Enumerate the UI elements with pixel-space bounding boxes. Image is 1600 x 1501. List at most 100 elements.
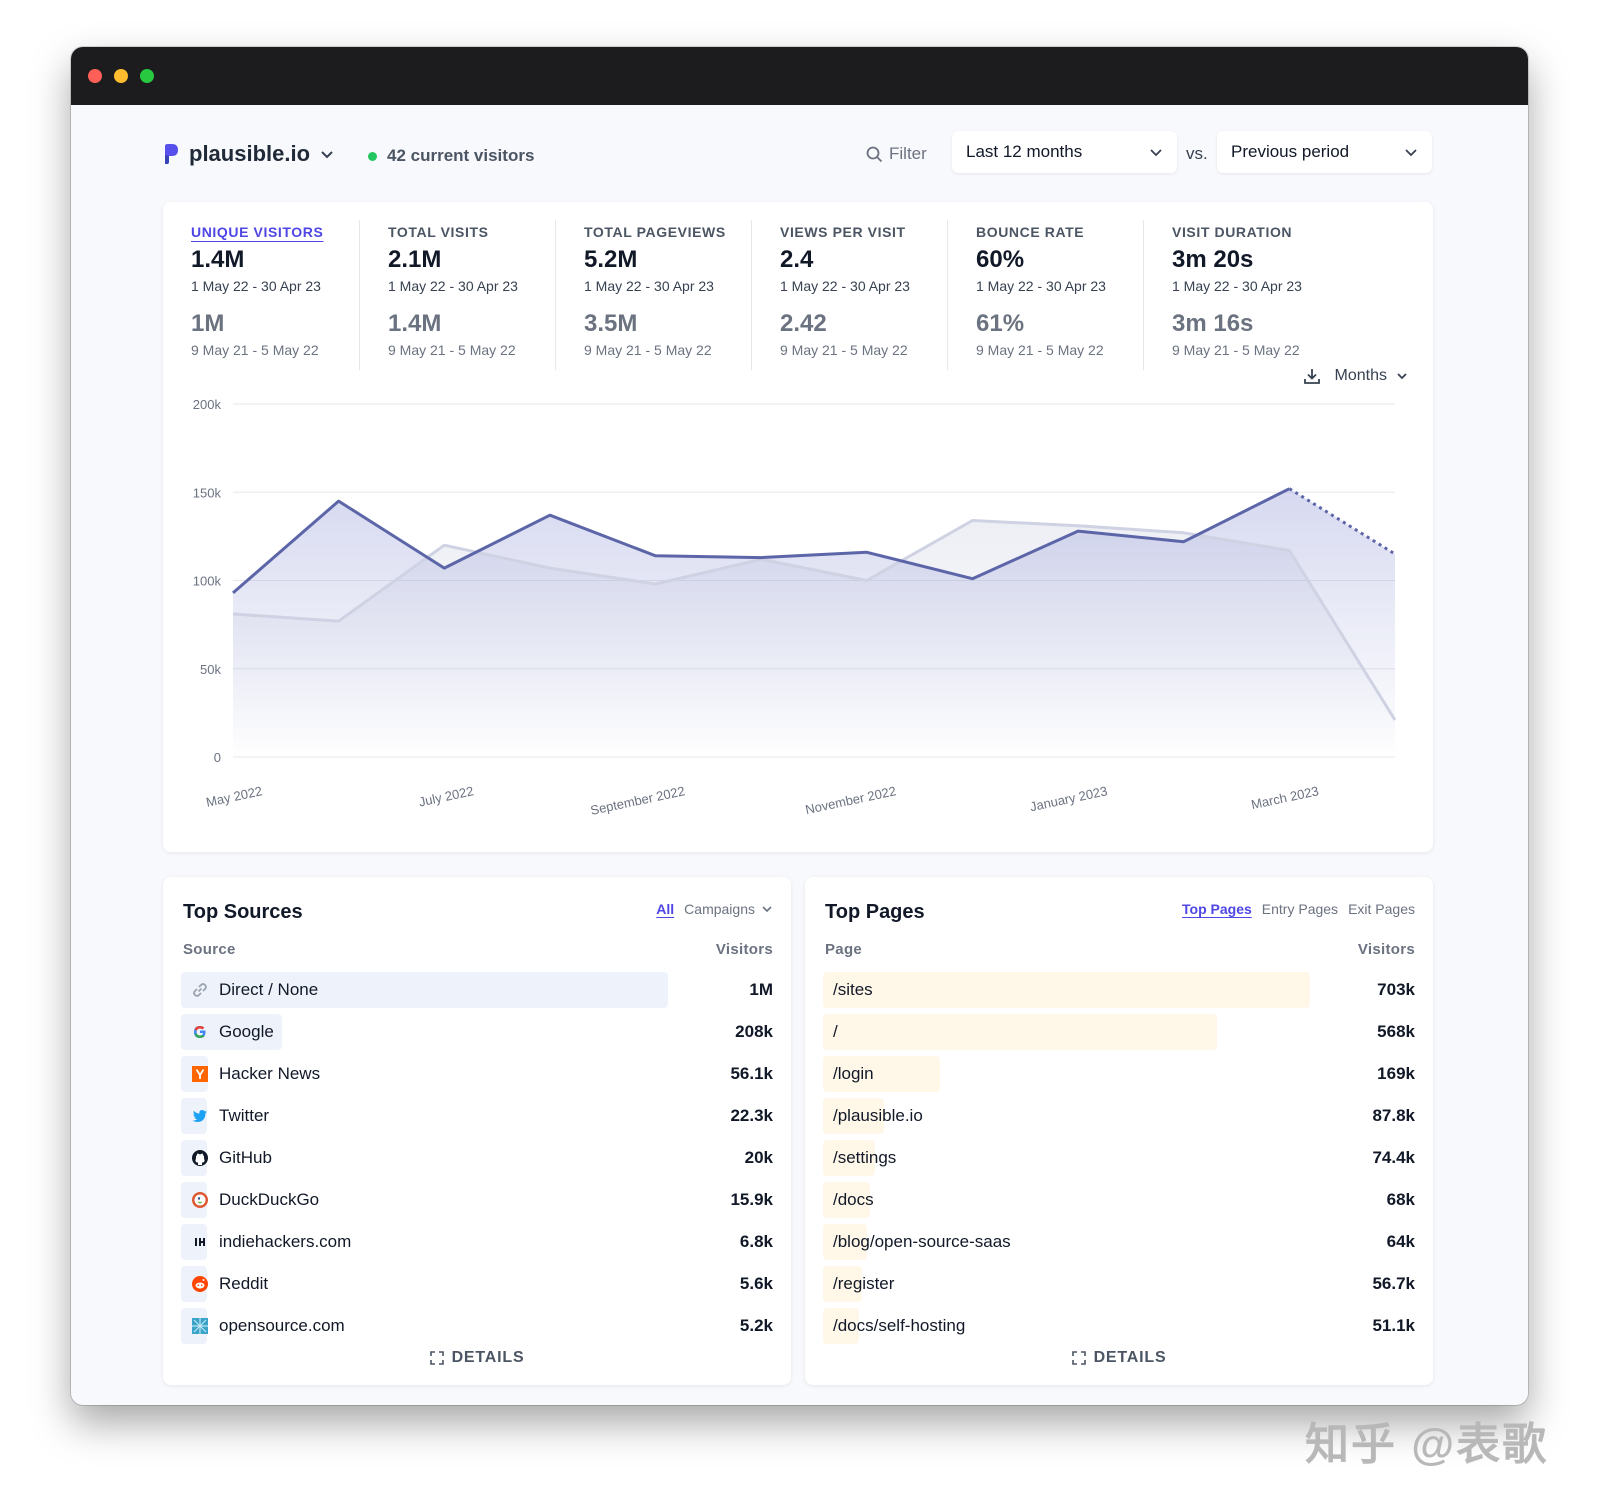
expand-icon: [429, 1351, 444, 1365]
filter-label: Filter: [889, 144, 927, 163]
compare-value: Previous period: [1231, 142, 1350, 161]
y-tick-label: 100k: [193, 574, 222, 589]
details-label: DETAILS: [451, 1349, 525, 1366]
tab-exit-pages[interactable]: Exit Pages: [1348, 901, 1415, 917]
github-icon: [191, 1149, 209, 1167]
visitors-chart[interactable]: 0 50k 100k 150k 200k May 2022 July 2022 Septem…: [163, 392, 1433, 842]
source-label-group: opensource.com: [191, 1305, 345, 1347]
list-item[interactable]: opensource.com 5.2k: [181, 1305, 773, 1347]
page-bar: [823, 1182, 870, 1218]
source-label-group: Direct / None: [191, 969, 318, 1011]
interval-controls: Months: [1303, 367, 1409, 385]
list-item[interactable]: Direct / None 1M: [181, 969, 773, 1011]
list-item[interactable]: Reddit 5.6k: [181, 1263, 773, 1305]
stat-total-pageviews[interactable]: TOTAL PAGEVIEWS 5.2M 1 May 22 - 30 Apr 2…: [555, 220, 751, 370]
list-item[interactable]: /register 56.7k: [823, 1263, 1415, 1305]
list-item[interactable]: /plausible.io 87.8k: [823, 1095, 1415, 1137]
page-path: /login: [833, 1064, 874, 1083]
source-visitors: 15.9k: [730, 1190, 773, 1209]
interval-select[interactable]: Months: [1335, 367, 1409, 385]
stat-range: 1 May 22 - 30 Apr 23: [780, 278, 910, 294]
page-visitors: 703k: [1377, 980, 1415, 999]
current-visitors[interactable]: 42 current visitors: [368, 146, 534, 166]
tab-all-sources[interactable]: All: [656, 901, 675, 917]
list-item[interactable]: / 568k: [823, 1011, 1415, 1053]
sources-details-button[interactable]: DETAILS: [163, 1349, 791, 1367]
current-period-area: [233, 488, 1395, 757]
list-item[interactable]: /blog/open-source-saas 64k: [823, 1221, 1415, 1263]
reddit-icon: [191, 1275, 209, 1293]
top-pages-title: Top Pages: [825, 901, 925, 923]
list-item[interactable]: /docs 68k: [823, 1179, 1415, 1221]
page-column-header: Page: [825, 941, 863, 958]
source-name: Direct / None: [219, 980, 319, 999]
visitors-graph-card: UNIQUE VISITORS 1.4M 1 May 22 - 30 Apr 2…: [163, 202, 1433, 852]
page-path: /settings: [833, 1148, 897, 1167]
pages-details-button[interactable]: DETAILS: [805, 1349, 1433, 1367]
compare-select[interactable]: Previous period: [1217, 131, 1432, 173]
tab-top-pages[interactable]: Top Pages: [1182, 901, 1252, 917]
source-label-group: DuckDuckGo: [191, 1179, 319, 1221]
list-item[interactable]: /sites 703k: [823, 969, 1415, 1011]
visitors-column-header: Visitors: [1357, 941, 1415, 958]
x-tick-label: July 2022: [417, 783, 475, 809]
stat-value: 5.2M: [584, 246, 638, 273]
page-path: /blog/open-source-saas: [833, 1232, 1011, 1251]
current-period-line: [232, 487, 1291, 595]
source-visitors: 6.8k: [739, 1232, 773, 1251]
source-name: Reddit: [219, 1274, 269, 1293]
page-bar: [823, 1098, 884, 1134]
twitter-icon: [191, 1107, 209, 1125]
stat-previous-range: 9 May 21 - 5 May 22: [1172, 342, 1300, 358]
stat-value: 2.1M: [388, 246, 442, 273]
x-tick-label: March 2023: [1250, 783, 1320, 812]
list-item[interactable]: Google 208k: [181, 1011, 773, 1053]
page-bar: [823, 1056, 940, 1092]
stat-previous-range: 9 May 21 - 5 May 22: [191, 342, 319, 358]
google-icon: [191, 1023, 209, 1041]
stat-views-per-visit[interactable]: VIEWS PER VISIT 2.4 1 May 22 - 30 Apr 23…: [751, 220, 947, 370]
list-item[interactable]: /settings 74.4k: [823, 1137, 1415, 1179]
minimize-window-button[interactable]: [114, 69, 128, 83]
top-sources-title: Top Sources: [183, 901, 303, 923]
list-item[interactable]: DuckDuckGo 15.9k: [181, 1179, 773, 1221]
stat-visit-duration[interactable]: VISIT DURATION 3m 20s 1 May 22 - 30 Apr …: [1143, 220, 1339, 370]
hacker-news-icon: [191, 1065, 209, 1083]
period-value: Last 12 months: [966, 142, 1083, 161]
stat-previous-range: 9 May 21 - 5 May 22: [584, 342, 712, 358]
close-window-button[interactable]: [88, 69, 102, 83]
site-switcher[interactable]: plausible.io: [163, 141, 334, 167]
duckduckgo-icon: [191, 1191, 209, 1209]
source-column-header: Source: [183, 941, 236, 958]
source-visitors: 208k: [735, 1022, 773, 1041]
stat-previous-value: 2.42: [780, 310, 827, 337]
tab-campaigns[interactable]: Campaigns: [684, 901, 773, 917]
stat-unique-visitors[interactable]: UNIQUE VISITORS 1.4M 1 May 22 - 30 Apr 2…: [163, 220, 359, 370]
download-icon[interactable]: [1303, 367, 1321, 385]
app-window: plausible.io 42 current visitors Filter …: [71, 47, 1528, 1405]
list-item[interactable]: /docs/self-hosting 51.1k: [823, 1305, 1415, 1347]
y-axis-ticks: 0 50k 100k 150k 200k: [193, 397, 222, 765]
maximize-window-button[interactable]: [140, 69, 154, 83]
source-label-group: indiehackers.com: [191, 1221, 351, 1263]
list-item[interactable]: indiehackers.com 6.8k: [181, 1221, 773, 1263]
list-item[interactable]: GitHub 20k: [181, 1137, 773, 1179]
expand-icon: [1071, 1351, 1086, 1365]
list-item[interactable]: /login 169k: [823, 1053, 1415, 1095]
link-icon: [191, 981, 209, 999]
period-select[interactable]: Last 12 months: [952, 131, 1177, 173]
filter-button[interactable]: Filter: [866, 144, 927, 164]
stat-range: 1 May 22 - 30 Apr 23: [388, 278, 518, 294]
stat-previous-value: 1.4M: [388, 310, 442, 337]
source-label-group: GitHub: [191, 1137, 272, 1179]
tab-entry-pages[interactable]: Entry Pages: [1261, 901, 1339, 917]
stat-total-visits[interactable]: TOTAL VISITS 2.1M 1 May 22 - 30 Apr 23 1…: [359, 220, 555, 370]
list-item[interactable]: Hacker News 56.1k: [181, 1053, 773, 1095]
x-tick-label: May 2022: [205, 783, 264, 810]
source-name: DuckDuckGo: [219, 1190, 320, 1209]
stat-bounce-rate[interactable]: BOUNCE RATE 60% 1 May 22 - 30 Apr 23 61%…: [947, 220, 1143, 370]
list-item[interactable]: Twitter 22.3k: [181, 1095, 773, 1137]
source-label-group: Hacker News: [191, 1053, 320, 1095]
chevron-down-icon: [1150, 149, 1162, 157]
page-path: /docs: [833, 1190, 874, 1209]
